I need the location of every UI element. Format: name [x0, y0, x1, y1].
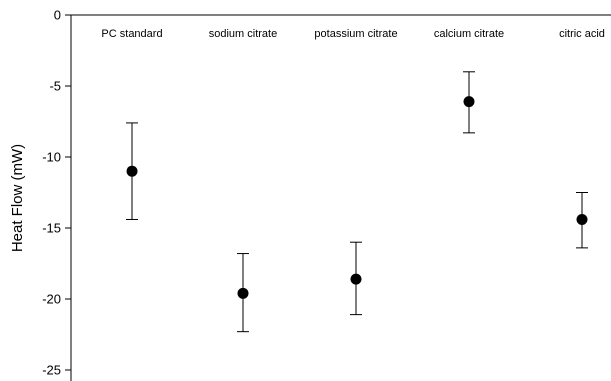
category-label: citric acid — [559, 28, 605, 40]
category-label: potassium citrate — [314, 28, 397, 40]
category-labels: PC standard sodium citrate potassium citra… — [101, 28, 605, 40]
y-axis-title: Heat Flow (mW) — [9, 144, 26, 252]
y-axis-ticks: 0 -5 -10 -15 -20 -25 — [42, 8, 71, 378]
y-tick-label: -10 — [42, 150, 61, 165]
category-label: PC standard — [101, 28, 162, 40]
y-tick-label: 0 — [54, 8, 61, 23]
y-tick-label: -15 — [42, 221, 61, 236]
data-point — [126, 165, 138, 177]
y-tick-label: -5 — [49, 79, 61, 94]
data-point — [237, 287, 249, 299]
data-point — [350, 273, 362, 285]
y-tick-label: -25 — [42, 363, 61, 378]
category-label: calcium citrate — [434, 28, 504, 40]
category-label: sodium citrate — [209, 28, 277, 40]
data-points — [126, 71, 588, 333]
y-tick-label: -20 — [42, 292, 61, 307]
data-point — [576, 213, 588, 225]
data-point — [463, 96, 475, 108]
